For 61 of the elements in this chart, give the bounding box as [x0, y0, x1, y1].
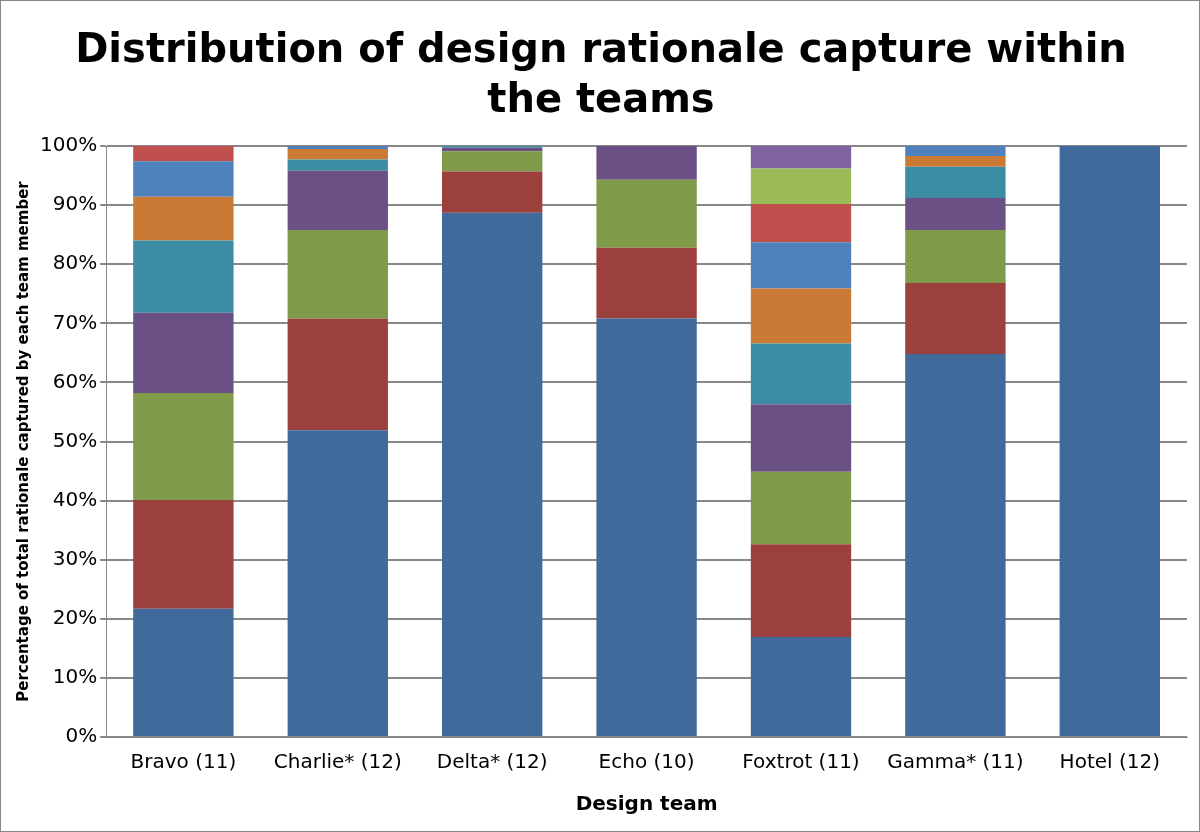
y-tick-label: 0%	[65, 723, 98, 748]
bar	[442, 212, 543, 736]
x-axis-title: Design team	[575, 791, 718, 816]
y-axis-title: Percentage of total rationale captured by each team member	[13, 180, 32, 702]
bar	[596, 247, 697, 319]
bar	[287, 318, 388, 431]
y-tick-label: 10%	[52, 664, 98, 689]
x-tick-label: Echo (10)	[598, 749, 695, 774]
bar	[596, 146, 697, 180]
y-tick-label: 80%	[52, 250, 98, 275]
bar	[133, 240, 234, 313]
y-tick-label: 50%	[52, 427, 98, 452]
bar	[287, 159, 388, 171]
y-tick-label: 30%	[52, 545, 98, 570]
x-tick-label: Charlie* (12)	[273, 749, 402, 774]
y-tick-label: 90%	[52, 191, 98, 216]
bar	[750, 404, 852, 472]
bar	[750, 343, 852, 405]
bar	[905, 354, 1006, 736]
bar	[750, 146, 852, 169]
bar	[133, 196, 234, 241]
bar	[596, 179, 697, 248]
bar	[133, 161, 234, 197]
bar	[905, 146, 1006, 157]
bar	[750, 471, 852, 545]
x-tick-label: Hotel (12)	[1059, 749, 1160, 774]
bar	[905, 198, 1006, 230]
bar	[905, 166, 1006, 199]
y-tick-label: 20%	[52, 605, 98, 629]
bar	[287, 430, 388, 736]
bar	[750, 168, 852, 204]
bar	[442, 151, 543, 172]
bar	[905, 156, 1006, 167]
bar	[442, 171, 543, 213]
bar	[750, 203, 852, 243]
y-tick-label: 70%	[52, 309, 98, 334]
bar	[905, 229, 1006, 284]
bar	[287, 146, 388, 149]
bar	[905, 283, 1006, 355]
x-tick-label: Foxtrot (11)	[742, 749, 860, 774]
bar	[750, 242, 852, 289]
y-tick-label: 60%	[52, 368, 98, 393]
bar	[133, 500, 234, 609]
bar	[750, 288, 852, 344]
bar	[133, 393, 234, 501]
bar	[287, 229, 388, 319]
bar	[750, 637, 852, 736]
bar	[133, 608, 234, 736]
bar	[750, 544, 852, 638]
x-tick-label: Gamma* (11)	[887, 749, 1024, 774]
bar	[1059, 146, 1160, 736]
bar	[287, 170, 388, 230]
y-tick-label: 100%	[39, 132, 98, 157]
x-tick-label: Delta* (12)	[436, 749, 548, 774]
y-tick-label: 40%	[52, 486, 98, 511]
x-tick-label: Bravo (11)	[130, 749, 237, 774]
bar	[133, 312, 234, 394]
chart-title: Distribution of design rationale capture within the teams	[74, 24, 1128, 123]
bar	[287, 148, 388, 160]
bar	[596, 318, 697, 736]
bar	[133, 146, 234, 162]
